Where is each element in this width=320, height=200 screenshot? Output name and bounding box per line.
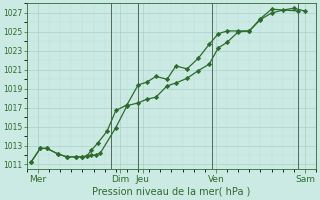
X-axis label: Pression niveau de la mer( hPa ): Pression niveau de la mer( hPa ): [92, 187, 251, 197]
